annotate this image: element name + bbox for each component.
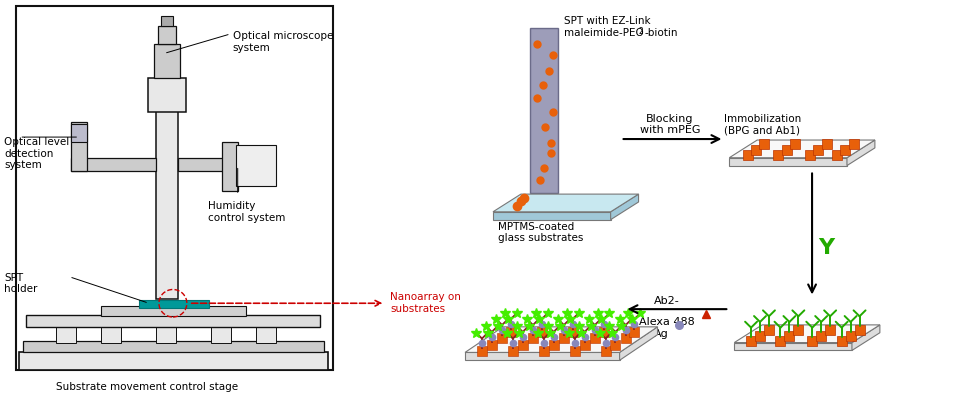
Text: Optical level
detection
system: Optical level detection system: [5, 137, 70, 170]
Bar: [71, 122, 87, 171]
Bar: [255, 325, 276, 342]
Bar: [161, 16, 173, 26]
Polygon shape: [465, 352, 619, 360]
Bar: [139, 300, 209, 308]
Bar: [211, 325, 231, 342]
Bar: [148, 78, 185, 113]
Bar: [236, 145, 276, 186]
Text: Humidity
control system: Humidity control system: [208, 201, 285, 223]
Text: Immobilization
(BPG and Ab1): Immobilization (BPG and Ab1): [724, 113, 802, 135]
Polygon shape: [852, 325, 880, 350]
Text: Optical microscope
system: Optical microscope system: [233, 31, 333, 53]
Polygon shape: [71, 124, 87, 142]
Bar: [154, 44, 180, 78]
Bar: [101, 306, 246, 316]
Text: -biotin: -biotin: [645, 28, 678, 38]
Text: Blocking
with mPEG: Blocking with mPEG: [640, 113, 700, 135]
Bar: [26, 315, 320, 327]
Text: SPT
holder: SPT holder: [5, 273, 38, 294]
Text: Ag: Ag: [653, 329, 668, 339]
Bar: [156, 83, 178, 299]
Polygon shape: [729, 140, 875, 158]
Text: MPTMS-coated
glass substrates: MPTMS-coated glass substrates: [498, 222, 584, 243]
Polygon shape: [734, 342, 852, 350]
Polygon shape: [847, 140, 875, 166]
Text: Nanoarray on
substrates: Nanoarray on substrates: [390, 292, 461, 314]
Bar: [101, 325, 121, 342]
Bar: [56, 325, 76, 342]
Polygon shape: [619, 327, 657, 360]
Bar: [156, 325, 176, 342]
Bar: [71, 158, 156, 171]
Bar: [17, 6, 333, 370]
Bar: [178, 158, 238, 171]
Bar: [530, 28, 557, 193]
Text: Y: Y: [818, 238, 834, 258]
Bar: [158, 26, 176, 44]
Polygon shape: [611, 194, 639, 220]
Text: Alexa 488: Alexa 488: [639, 317, 695, 327]
Text: maleimide-PEO: maleimide-PEO: [564, 28, 644, 38]
Polygon shape: [493, 212, 611, 220]
Polygon shape: [734, 325, 880, 342]
Text: Substrate movement control stage: Substrate movement control stage: [56, 382, 238, 392]
FancyBboxPatch shape: [19, 352, 328, 370]
Polygon shape: [465, 327, 657, 352]
Polygon shape: [493, 194, 639, 212]
Bar: [221, 142, 238, 191]
Text: Ab2-: Ab2-: [654, 296, 680, 306]
Bar: [23, 340, 324, 352]
Text: SPT with EZ-Link: SPT with EZ-Link: [564, 16, 651, 26]
Polygon shape: [729, 158, 847, 166]
Text: 2: 2: [639, 27, 644, 36]
